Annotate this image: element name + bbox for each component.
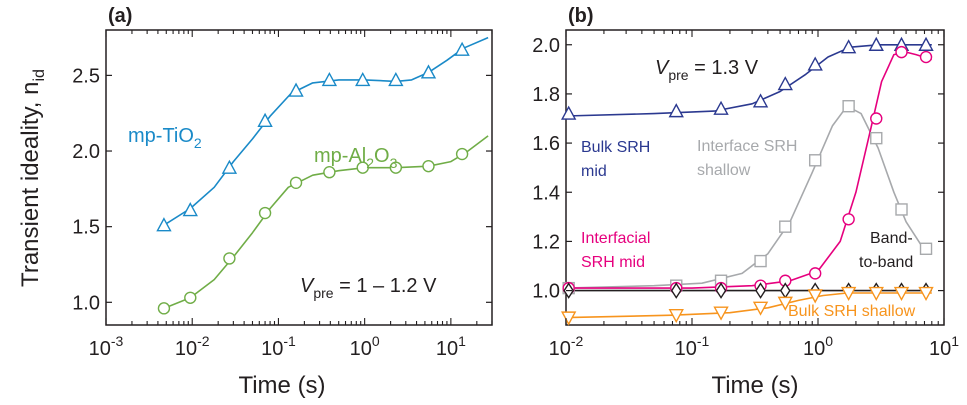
data-point-mp-al2o3 xyxy=(260,208,271,219)
panel-b: (b) 1.0 1.2 1.4 1.6 1.8 2.0 10-2 10-1 100 101 Ti… xyxy=(532,5,959,399)
series-line-mp-tio2 xyxy=(164,38,488,226)
x-tick-label: 10-1 xyxy=(675,333,710,360)
series-label-interface-srh-shallow: Interface SRH shallow xyxy=(697,138,797,179)
data-point-interface-srh-shallow xyxy=(871,133,882,144)
y-tick-label: 1.0 xyxy=(72,292,100,314)
panel-b-vpre-annotation: Vpre = 1.3 V xyxy=(655,57,759,83)
x-tick-label: 10-3 xyxy=(89,333,124,360)
panel-a-y-axis-title-sub: id xyxy=(31,69,48,81)
panel-a-x-axis-title: Time (s) xyxy=(238,372,325,399)
y-tick-label: 2.0 xyxy=(72,141,100,163)
data-point-mp-tio2 xyxy=(290,84,303,96)
data-point-interface-srh-shallow xyxy=(843,101,854,112)
panel-b-label: (b) xyxy=(568,5,594,27)
data-point-mp-tio2 xyxy=(323,73,336,85)
data-point-mp-al2o3 xyxy=(291,177,302,188)
data-point-mp-tio2 xyxy=(422,66,435,78)
series-label-bulk-srh-shallow: Bulk SRH shallow xyxy=(788,303,916,320)
data-point-interface-srh-shallow xyxy=(780,221,791,232)
x-tick-label: 10-1 xyxy=(261,333,296,360)
data-point-mp-al2o3 xyxy=(324,167,335,178)
y-tick-label: 2.0 xyxy=(532,35,560,57)
panel-a-vpre-annotation: Vpre = 1 – 1.2 V xyxy=(300,275,437,301)
data-point-bulk-srh-mid xyxy=(779,78,792,90)
data-point-interface-srh-shallow xyxy=(810,155,821,166)
panel-b-plot-area xyxy=(562,38,932,324)
panel-a: (a) 1.0 1.5 2.0 2.5 10-3 10-2 10-1 100 101 Time… xyxy=(17,5,492,399)
data-point-mp-tio2 xyxy=(456,43,469,55)
panel-a-plot-area xyxy=(157,38,488,314)
x-tick-label: 10-2 xyxy=(549,333,584,360)
x-tick-label: 101 xyxy=(929,333,959,360)
y-tick-label: 1.0 xyxy=(532,281,560,303)
series-label-band-to-band: Band-to-band xyxy=(859,230,913,271)
data-point-interfacial-srh-mid xyxy=(843,214,854,225)
data-point-mp-al2o3 xyxy=(224,253,235,264)
data-point-interface-srh-shallow xyxy=(921,243,932,254)
y-tick-label: 1.4 xyxy=(532,182,560,204)
data-point-bulk-srh-mid xyxy=(562,107,575,119)
series-label-mp-tio2: mp-TiO2 xyxy=(128,125,202,151)
data-point-interfacial-srh-mid xyxy=(871,113,882,124)
x-tick-label: 100 xyxy=(350,333,380,360)
data-point-interface-srh-shallow xyxy=(755,256,766,267)
data-point-mp-al2o3 xyxy=(457,149,468,160)
data-point-interfacial-srh-mid xyxy=(921,52,932,63)
y-tick-label: 1.2 xyxy=(532,231,560,253)
data-point-interface-srh-shallow xyxy=(896,204,907,215)
y-tick-label: 1.5 xyxy=(72,217,100,239)
panel-a-y-axis-title: Transient ideality, nid xyxy=(17,69,48,287)
y-tick-label: 1.8 xyxy=(532,84,560,106)
data-point-mp-al2o3 xyxy=(185,292,196,303)
x-tick-label: 10-2 xyxy=(175,333,210,360)
y-tick-label: 2.5 xyxy=(72,65,100,87)
y-tick-label: 1.6 xyxy=(532,133,560,155)
panel-a-label: (a) xyxy=(108,5,132,27)
panel-b-x-axis-title: Time (s) xyxy=(711,372,798,399)
data-point-mp-tio2 xyxy=(389,73,402,85)
series-label-interfacial-srh-mid: Interfacial SRH mid xyxy=(581,230,650,271)
data-point-mp-al2o3 xyxy=(158,303,169,314)
data-point-mp-tio2 xyxy=(223,161,236,173)
data-point-mp-tio2 xyxy=(157,219,170,231)
data-point-interfacial-srh-mid xyxy=(810,268,821,279)
series-label-bulk-srh-mid: Bulk SRH mid xyxy=(581,139,650,180)
panel-a-x-ticks: 10-3 10-2 10-1 100 101 xyxy=(89,30,492,360)
data-point-mp-al2o3 xyxy=(423,161,434,172)
data-point-interfacial-srh-mid xyxy=(896,47,907,58)
data-point-bulk-srh-mid xyxy=(754,95,767,107)
x-tick-label: 101 xyxy=(436,333,466,360)
x-tick-label: 100 xyxy=(803,333,833,360)
panel-a-y-axis-title-main: Transient ideality, n xyxy=(17,82,44,287)
data-point-bulk-srh-mid xyxy=(670,105,683,117)
